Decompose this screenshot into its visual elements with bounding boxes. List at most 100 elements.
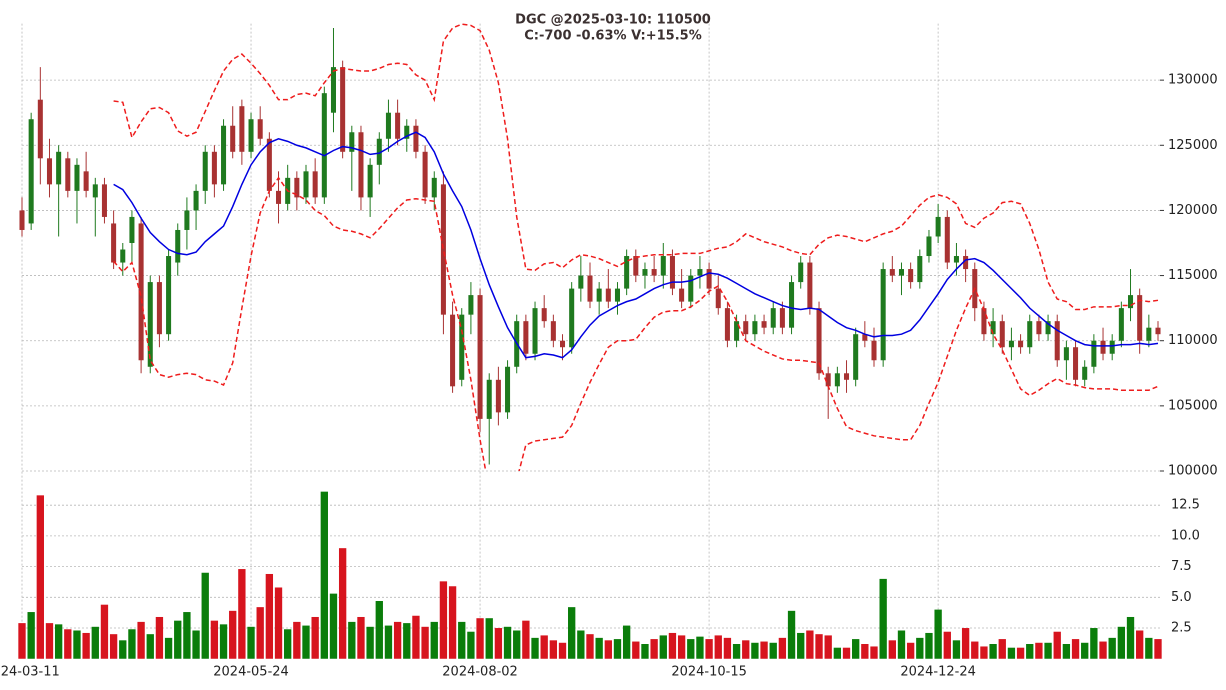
volume-bar bbox=[1099, 641, 1107, 659]
candle-body bbox=[193, 190, 199, 211]
volume-bar bbox=[906, 642, 915, 659]
volume-bar bbox=[155, 616, 164, 659]
candle-body bbox=[779, 308, 785, 328]
volume-bar bbox=[430, 621, 438, 659]
volume-bar bbox=[421, 626, 429, 659]
candle-body bbox=[294, 177, 300, 198]
candle-body bbox=[908, 269, 914, 283]
volume-bar bbox=[989, 644, 997, 659]
volume-tick-label: 10.0 bbox=[1171, 528, 1200, 543]
candle-body bbox=[926, 236, 932, 257]
candle-body bbox=[578, 275, 584, 289]
candle-body bbox=[706, 269, 712, 289]
volume-bar bbox=[861, 644, 869, 659]
candle-body bbox=[614, 288, 621, 302]
volume-bar bbox=[622, 625, 631, 659]
candle-body bbox=[120, 249, 126, 263]
volume-bar bbox=[613, 639, 622, 659]
y-tick-label: 130000 bbox=[1168, 73, 1218, 88]
volume-bar bbox=[247, 626, 255, 659]
volume-bar bbox=[403, 623, 411, 659]
candle-body bbox=[184, 210, 190, 230]
candle-body bbox=[734, 321, 740, 341]
volume-bar bbox=[485, 618, 493, 659]
candle-body bbox=[660, 256, 666, 276]
volume-bar bbox=[82, 632, 90, 659]
volume-bar bbox=[274, 587, 283, 659]
volume-tick-label: 12.5 bbox=[1171, 498, 1200, 513]
volume-bar bbox=[696, 636, 704, 659]
candle-body bbox=[843, 373, 850, 380]
volume-bar bbox=[586, 634, 594, 659]
candle-body bbox=[990, 321, 996, 335]
candle-body bbox=[477, 295, 483, 419]
candle-body bbox=[1063, 347, 1069, 361]
candle-body bbox=[1027, 321, 1033, 348]
candle-body bbox=[1091, 340, 1097, 367]
candle-body bbox=[596, 288, 602, 302]
candle-body bbox=[789, 282, 795, 328]
volume-tick-label: 7.5 bbox=[1171, 559, 1192, 574]
volume-bar bbox=[210, 620, 219, 659]
candle-body bbox=[880, 269, 886, 361]
volume-bar bbox=[1062, 644, 1071, 659]
candle-body bbox=[1018, 340, 1024, 348]
volume-bar bbox=[54, 624, 63, 659]
volume-bar bbox=[1145, 637, 1153, 659]
candle-body bbox=[349, 132, 355, 152]
y-tick-label: 125000 bbox=[1168, 138, 1218, 153]
candle-body bbox=[944, 216, 950, 263]
volume-bar bbox=[980, 646, 988, 659]
overlay-line bbox=[113, 23, 1159, 311]
candle-body bbox=[83, 171, 89, 191]
volume-bar bbox=[467, 631, 475, 659]
candle-body bbox=[770, 308, 776, 328]
candle-body bbox=[248, 119, 254, 152]
candle-body bbox=[1082, 366, 1088, 380]
volume-tick-label: 5.0 bbox=[1171, 590, 1192, 605]
candle-body bbox=[1109, 340, 1115, 354]
candle-body bbox=[459, 314, 465, 380]
candle-body bbox=[312, 171, 318, 198]
volume-bar bbox=[293, 621, 301, 659]
volume-bar bbox=[1007, 647, 1016, 659]
candle-body bbox=[486, 379, 492, 419]
volume-bar bbox=[888, 640, 896, 659]
volume-bar bbox=[760, 641, 768, 659]
candle-body bbox=[624, 256, 630, 289]
labels: DGC @2025-03-10: 110500 C:-700 -0.63% V:… bbox=[0, 13, 1218, 680]
candle-body bbox=[156, 282, 162, 335]
candle-body bbox=[807, 262, 813, 309]
candle-body bbox=[697, 269, 703, 276]
candle-body bbox=[898, 269, 905, 276]
candle-body bbox=[1045, 321, 1051, 335]
candle-body bbox=[495, 379, 501, 413]
volume-bar bbox=[458, 621, 466, 659]
volume-bar bbox=[1026, 644, 1034, 659]
volume-bar bbox=[494, 628, 503, 659]
volume-bar bbox=[18, 623, 26, 659]
volume-bar bbox=[925, 632, 933, 659]
candle-body bbox=[816, 308, 822, 374]
volume-bar bbox=[879, 578, 887, 659]
candle-body bbox=[642, 269, 648, 276]
candle-body bbox=[1073, 347, 1079, 380]
candle-body bbox=[74, 164, 80, 191]
candle-body bbox=[1118, 308, 1124, 341]
candle-body bbox=[111, 223, 117, 263]
volume-bar bbox=[806, 630, 814, 659]
volume-bar bbox=[137, 621, 145, 659]
volume-bar bbox=[229, 610, 237, 659]
candle-body bbox=[340, 67, 346, 152]
volume-bar bbox=[1108, 637, 1116, 659]
volume-bar bbox=[375, 601, 383, 659]
volume-bar bbox=[1035, 642, 1043, 659]
candle-body bbox=[605, 288, 611, 302]
volume-bar bbox=[448, 586, 457, 659]
volume-bar bbox=[64, 629, 72, 659]
volume-bar bbox=[568, 607, 576, 659]
candle-body bbox=[761, 321, 767, 328]
candle-body bbox=[889, 269, 895, 276]
volume-bar bbox=[219, 624, 228, 659]
